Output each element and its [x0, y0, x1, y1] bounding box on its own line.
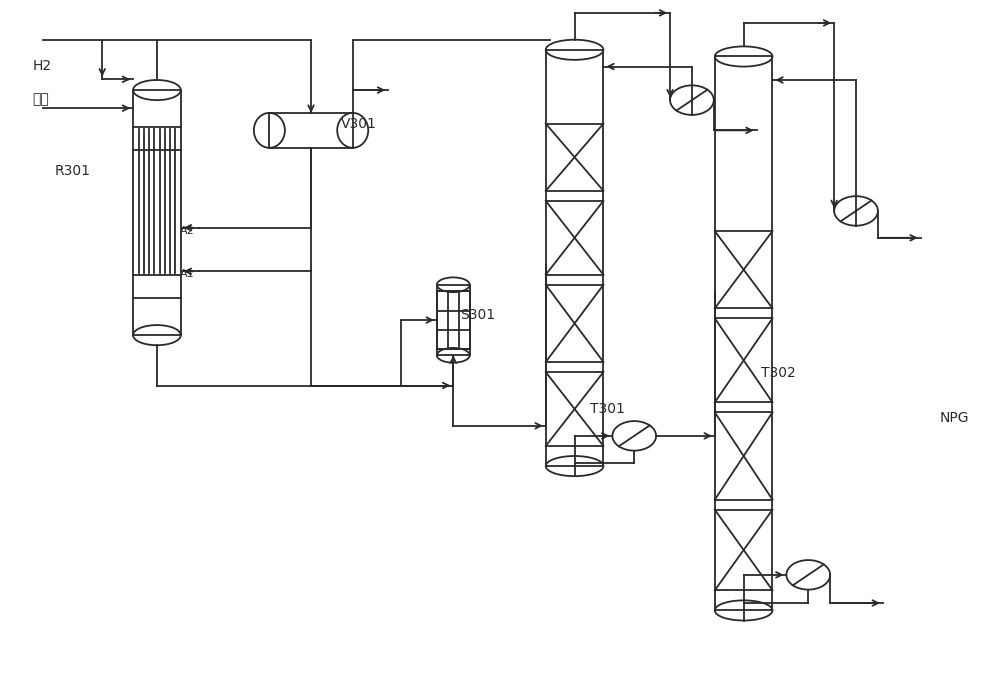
Text: A2: A2 — [180, 226, 195, 236]
Text: NPG: NPG — [940, 411, 969, 424]
Text: H2: H2 — [33, 59, 52, 73]
Text: V301: V301 — [341, 116, 377, 131]
Bar — [715, 56, 772, 611]
Text: S301: S301 — [460, 308, 495, 322]
Bar — [437, 285, 470, 355]
Text: 原料: 原料 — [33, 93, 49, 106]
Text: T301: T301 — [590, 402, 624, 416]
Text: A1: A1 — [180, 269, 194, 279]
Text: T302: T302 — [761, 366, 795, 380]
Text: R301: R301 — [54, 164, 90, 177]
Bar — [133, 90, 181, 335]
Bar — [269, 113, 353, 148]
Bar — [546, 50, 603, 466]
